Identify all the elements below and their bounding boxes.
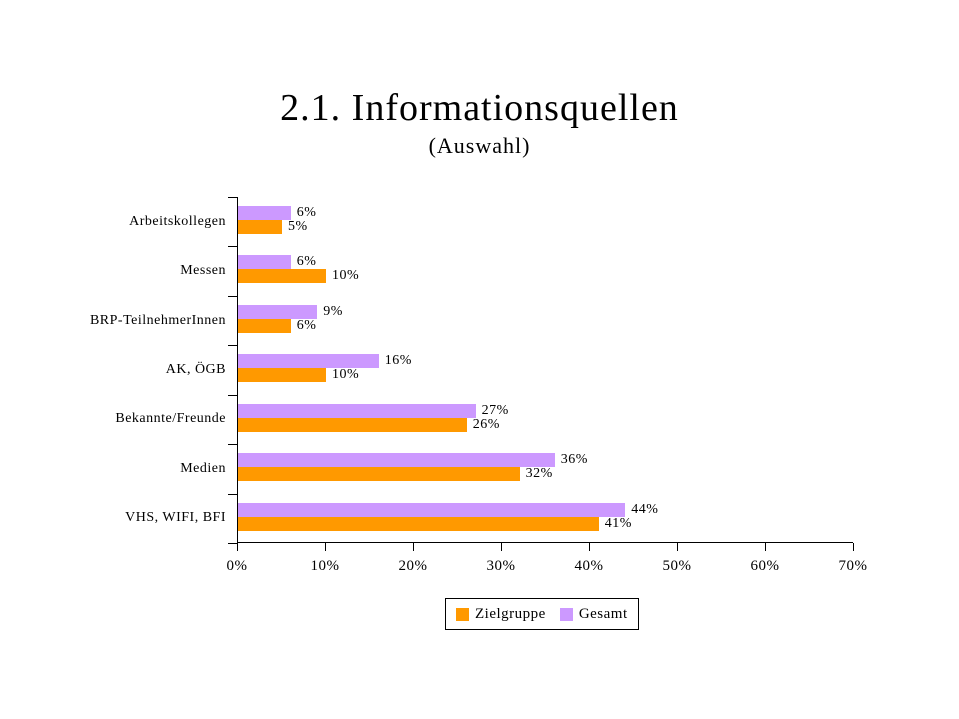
bar-value-label: 10% <box>332 268 360 284</box>
category-label: Arbeitskollegen <box>129 213 226 229</box>
bar-gesamt <box>238 255 291 270</box>
bar-zielgruppe <box>238 318 291 333</box>
category-label: BRP-TeilnehmerInnen <box>89 312 226 328</box>
x-axis-tick <box>589 543 590 551</box>
x-axis-label: 60% <box>750 558 780 574</box>
x-axis-label: 0% <box>226 558 248 574</box>
bar-gesamt <box>238 304 318 319</box>
y-axis-tick <box>228 394 237 396</box>
category-label: Medien <box>180 460 226 476</box>
x-axis-label: 40% <box>574 558 604 574</box>
x-axis-tick <box>765 543 766 551</box>
bar-value-label: 10% <box>332 367 360 383</box>
bar-gesamt <box>238 403 476 418</box>
x-axis-tick <box>677 543 678 551</box>
bar-zielgruppe <box>238 269 326 284</box>
bar-value-label: 36% <box>560 452 588 468</box>
bar-value-label: 6% <box>296 254 317 270</box>
legend-swatch <box>456 607 469 621</box>
category-label: Messen <box>180 263 226 279</box>
x-axis-label: 20% <box>398 558 428 574</box>
category-label: VHS, WIFI, BFI <box>125 510 226 526</box>
bar-zielgruppe <box>238 368 326 383</box>
bar-value-label: 5% <box>288 219 308 234</box>
y-axis-tick <box>228 543 237 544</box>
legend-item-gesamt: Gesamt <box>559 605 628 623</box>
y-axis-tick <box>228 295 237 297</box>
bar-zielgruppe <box>238 516 599 531</box>
chart-title: 2.1. Informationsquellen <box>280 87 679 129</box>
bar-gesamt <box>238 453 555 468</box>
bar-value-label: 6% <box>296 317 317 333</box>
x-axis-tick <box>853 543 854 551</box>
x-axis-label: 30% <box>486 558 516 574</box>
x-axis-label: 70% <box>838 558 868 574</box>
bar-zielgruppe <box>238 220 282 234</box>
bar-value-label: 41% <box>604 515 632 531</box>
y-axis-tick <box>228 246 237 248</box>
bar-value-label: 6% <box>296 205 317 220</box>
bar-gesamt <box>238 502 626 517</box>
legend-label: Zielgruppe <box>475 605 546 622</box>
chart-subtitle: (Auswahl) <box>428 133 531 158</box>
bar-value-label: 32% <box>525 466 553 482</box>
y-axis-tick <box>228 444 237 446</box>
bar-zielgruppe <box>238 417 467 432</box>
bar-value-label: 27% <box>481 402 509 418</box>
bar-value-label: 26% <box>472 416 500 432</box>
category-label: AK, ÖGB <box>165 362 226 377</box>
y-axis-tick <box>228 345 237 347</box>
x-axis-label: 10% <box>310 558 340 574</box>
y-axis-tick <box>228 493 237 495</box>
legend-label: Gesamt <box>578 605 628 622</box>
bar-value-label: 16% <box>384 353 412 369</box>
bar-zielgruppe <box>238 467 520 482</box>
y-axis-tick <box>228 197 237 198</box>
plot-area: 6% 5% 6% 10% 9% 6% 16% 10% 27% 26% 36% 32% 44% 41% <box>237 197 853 543</box>
bar-gesamt <box>238 206 291 220</box>
x-axis-tick <box>325 543 326 551</box>
bar-gesamt <box>238 354 379 369</box>
legend-swatch <box>559 607 573 621</box>
x-axis-label: 50% <box>662 558 692 574</box>
category-label: Bekannte/Freunde <box>115 411 226 427</box>
legend: Zielgruppe Gesamt <box>445 598 639 630</box>
legend-item-zielgruppe: Zielgruppe <box>456 606 546 623</box>
bar-value-label: 44% <box>631 501 659 517</box>
bar-value-label: 9% <box>323 303 343 319</box>
x-axis-tick <box>237 543 238 551</box>
x-axis-tick <box>413 543 414 551</box>
x-axis-tick <box>501 543 502 551</box>
